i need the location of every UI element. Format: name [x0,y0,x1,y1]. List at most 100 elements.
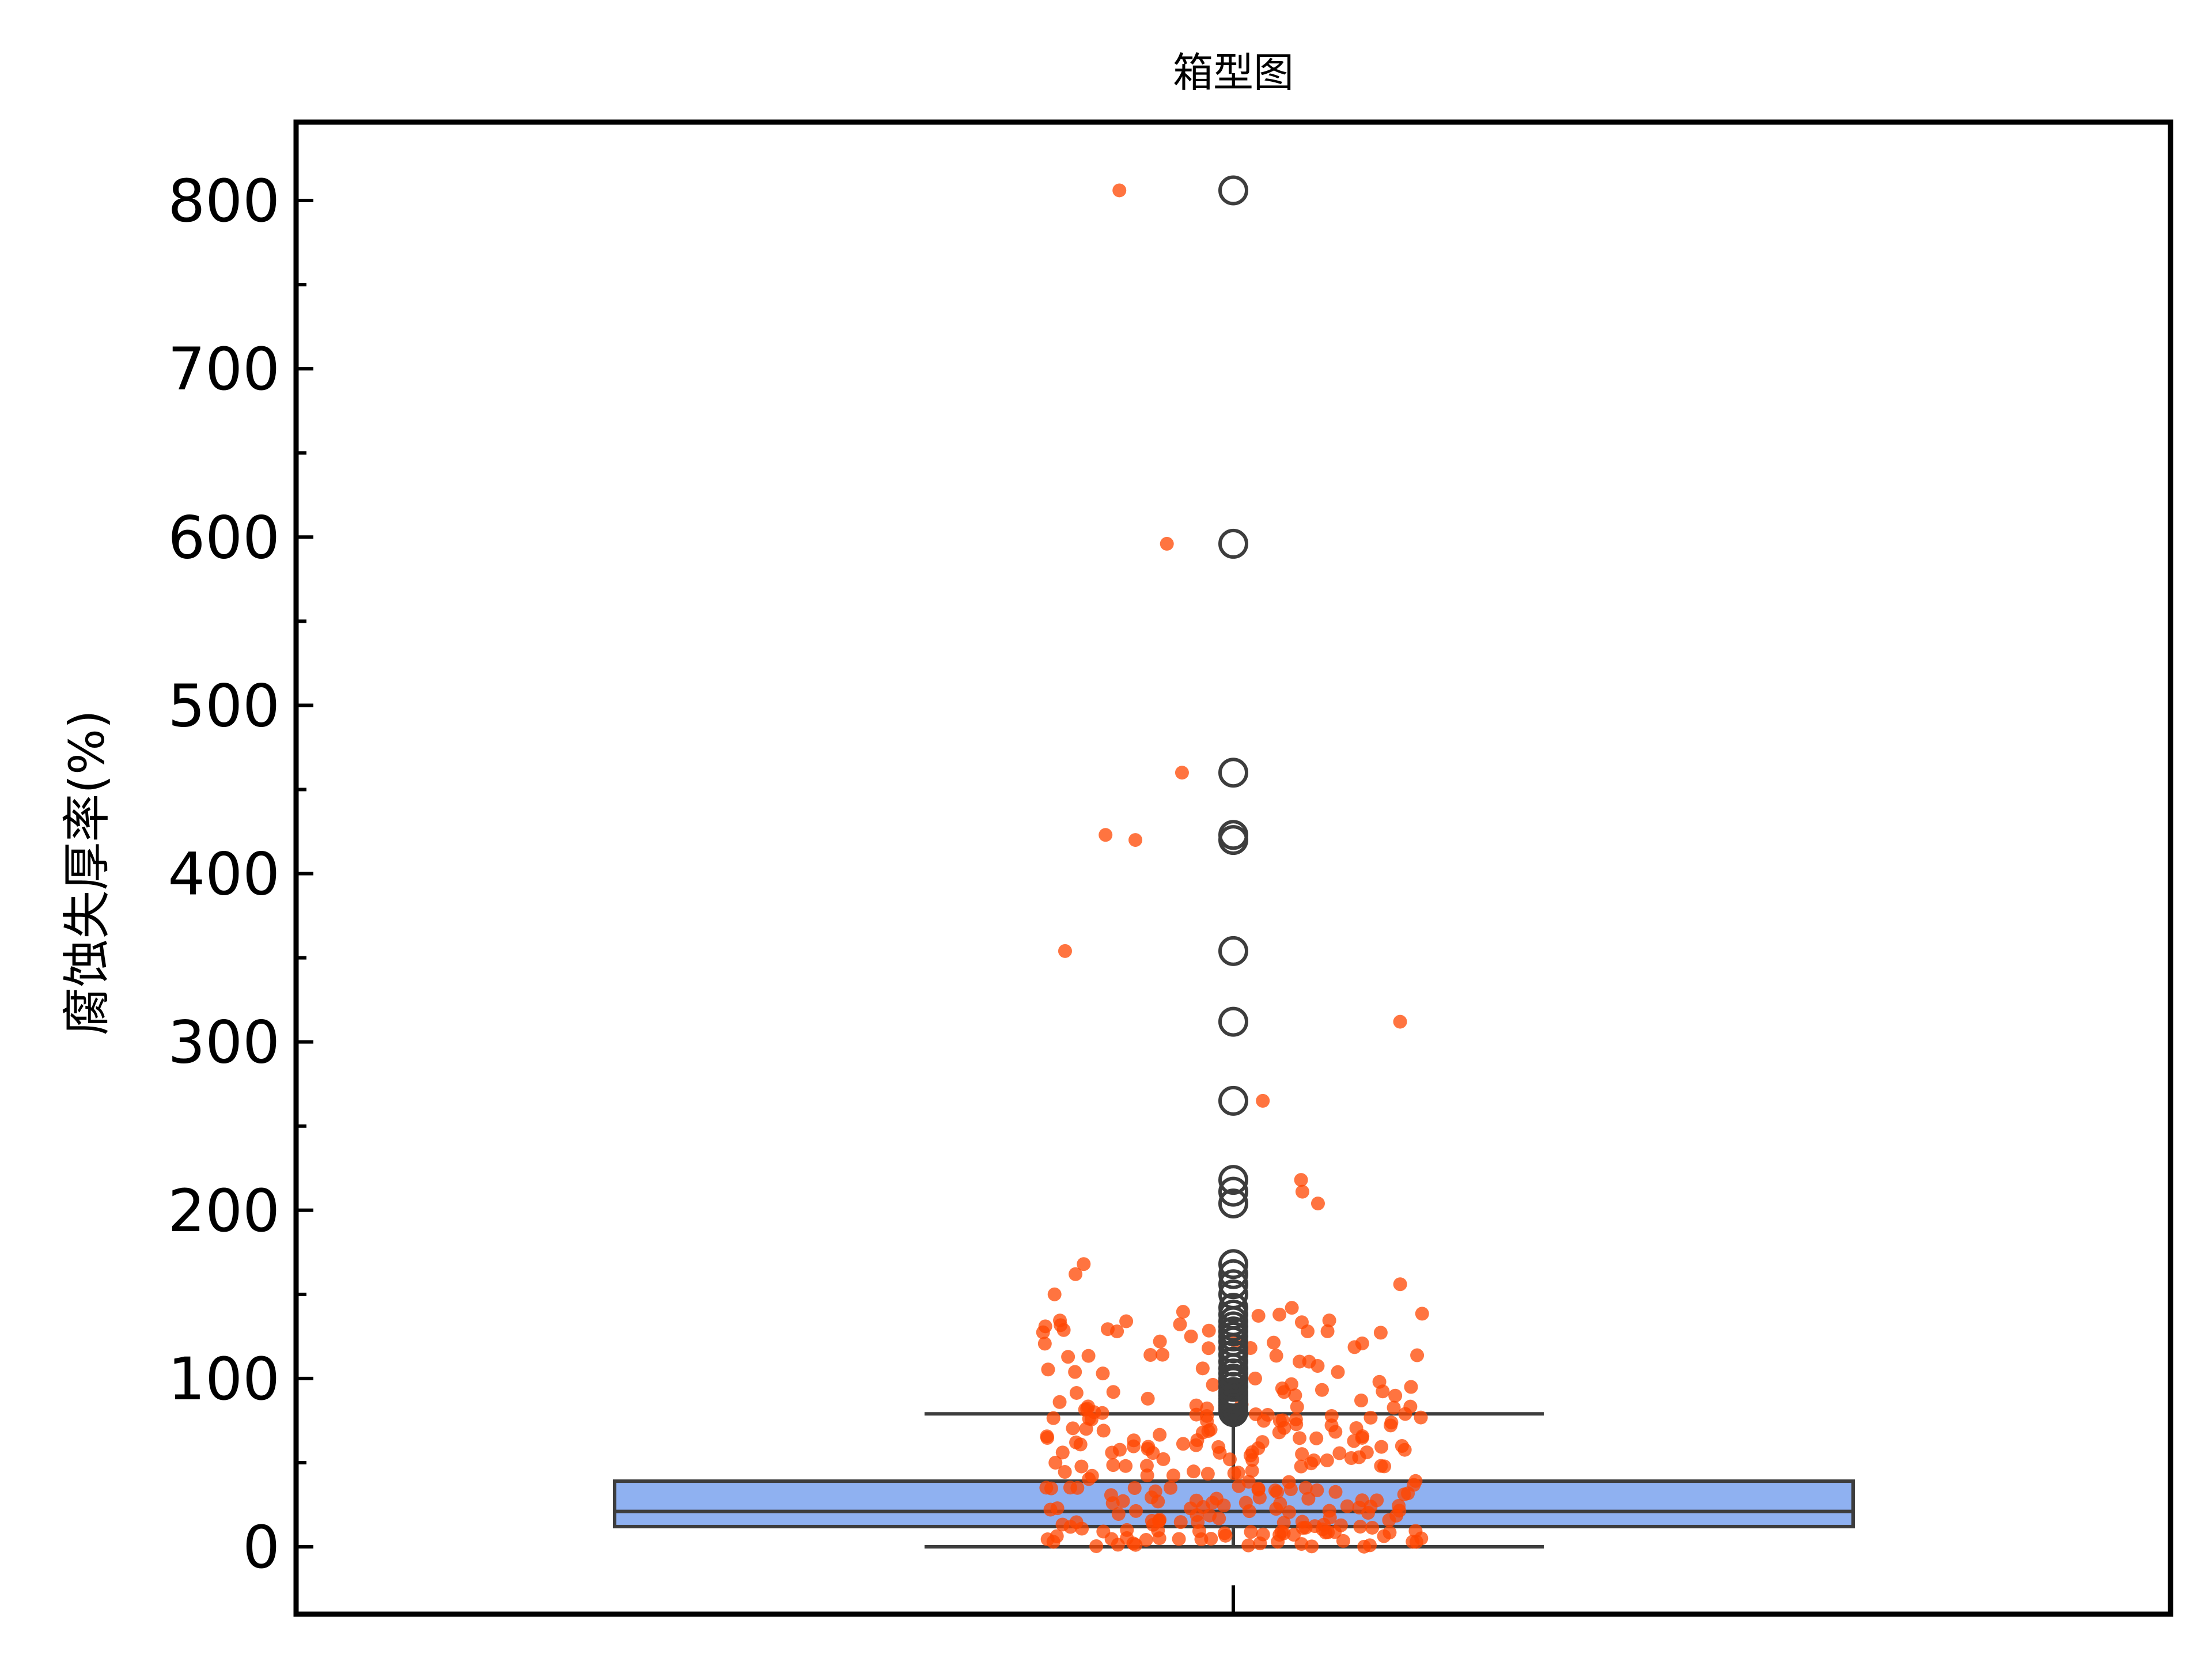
outlier-point [1218,1085,1248,1116]
strip-point [1056,1323,1071,1337]
strip-point [1128,833,1143,847]
strip-point [1294,1537,1309,1551]
strip-point [1190,1433,1205,1447]
strip-point [1175,766,1189,780]
strip-point [1141,1391,1155,1406]
strip-point [1200,1409,1214,1423]
strip-point [1202,1341,1216,1356]
strip-point [1227,1466,1241,1481]
strip-point [1302,1354,1316,1369]
strip-point [1063,1481,1077,1495]
strip-point [1160,536,1174,551]
strip-point [1085,1468,1099,1483]
strip-point [1315,1383,1329,1397]
strip-point [1069,1385,1084,1400]
strip-point [1110,1324,1124,1339]
strip-point [1139,1532,1153,1547]
strip-point [1052,1395,1067,1409]
strip-point [1173,1317,1187,1331]
strip-point [1127,1481,1142,1495]
strip-point [1203,1422,1218,1437]
strip-point [1410,1348,1425,1362]
strip-point [1408,1474,1423,1488]
strip-point [1284,1377,1298,1391]
strip-point [1126,1536,1141,1551]
strip-point [1106,1458,1120,1472]
strip-point [1139,1459,1154,1473]
strip-point [1355,1429,1370,1444]
strip-point [1176,1305,1190,1319]
strip-point [1382,1525,1397,1540]
strip-point [1077,1257,1091,1271]
outlier-point [1218,1259,1248,1289]
strip-point [1306,1453,1321,1467]
strip-point [1365,1520,1380,1535]
strip-point [1363,1410,1378,1425]
strip-point [1189,1398,1203,1413]
strip-point [1331,1365,1345,1379]
strip-point [1347,1340,1362,1354]
strip-point [1401,1486,1415,1501]
strip-point [1372,1375,1387,1389]
strip-point [1298,1520,1313,1535]
strip-point [1392,1498,1406,1513]
strip-point [1354,1393,1369,1407]
strip-point [1253,1536,1267,1551]
y-tick-label: 500 [168,672,280,740]
strip-point [1245,1463,1259,1478]
outlier-point [1218,758,1248,788]
strip-point [1248,1407,1263,1421]
strip-point [1232,1479,1246,1493]
strip-point [1039,1481,1054,1495]
strip-point [1272,1307,1287,1322]
strip-point [1353,1520,1368,1534]
strip-point [1069,1267,1083,1281]
outlier-point [1218,1176,1248,1207]
strip-point [1322,1504,1336,1518]
strip-point [1414,1410,1428,1425]
strip-points [1036,183,1429,1554]
strip-point [1332,1446,1347,1460]
strip-point [1184,1329,1198,1343]
strip-point [1194,1532,1209,1546]
y-tick-label: 800 [168,167,280,236]
strip-point [1183,1501,1198,1516]
strip-point [1374,1440,1389,1454]
y-axis-label: 腐蚀失厚率(%) [59,710,115,1035]
strip-point [1173,1515,1188,1530]
strip-point [1268,1483,1282,1498]
strip-point [1081,1349,1096,1363]
strip-point [1294,1173,1308,1187]
strip-point [1040,1430,1055,1445]
outlier-point [1218,1249,1248,1279]
strip-point [1217,1498,1231,1513]
outlier-point [1218,1165,1248,1195]
y-tick-label: 300 [168,1009,280,1077]
strip-point [1336,1534,1350,1548]
strip-point [1359,1445,1374,1460]
plot-area: 0 100 200 300 400 500 600 700 800 [168,119,2173,1617]
strip-point [1143,1347,1158,1362]
chart-title: 箱型图 [1173,49,1294,96]
strip-point [1340,1499,1354,1513]
strip-point [1290,1400,1304,1414]
strip-point [1251,1309,1266,1323]
strip-point [1213,1445,1227,1460]
strip-point [1260,1407,1275,1422]
strip-point [1176,1437,1190,1451]
strip-point [1096,1424,1111,1438]
outlier-point [1218,1188,1248,1219]
strip-point [1282,1505,1297,1519]
strip-point [1248,1371,1262,1385]
strip-point [1295,1184,1309,1199]
strip-point [1058,944,1072,958]
strip-point [1277,1516,1291,1530]
strip-point [1164,1481,1178,1495]
strip-point [1156,1347,1170,1362]
strip-point [1282,1475,1296,1489]
outlier-point [1218,1269,1248,1300]
strip-point [1298,1481,1313,1495]
strip-point [1074,1459,1089,1474]
strip-point [1040,1532,1055,1547]
